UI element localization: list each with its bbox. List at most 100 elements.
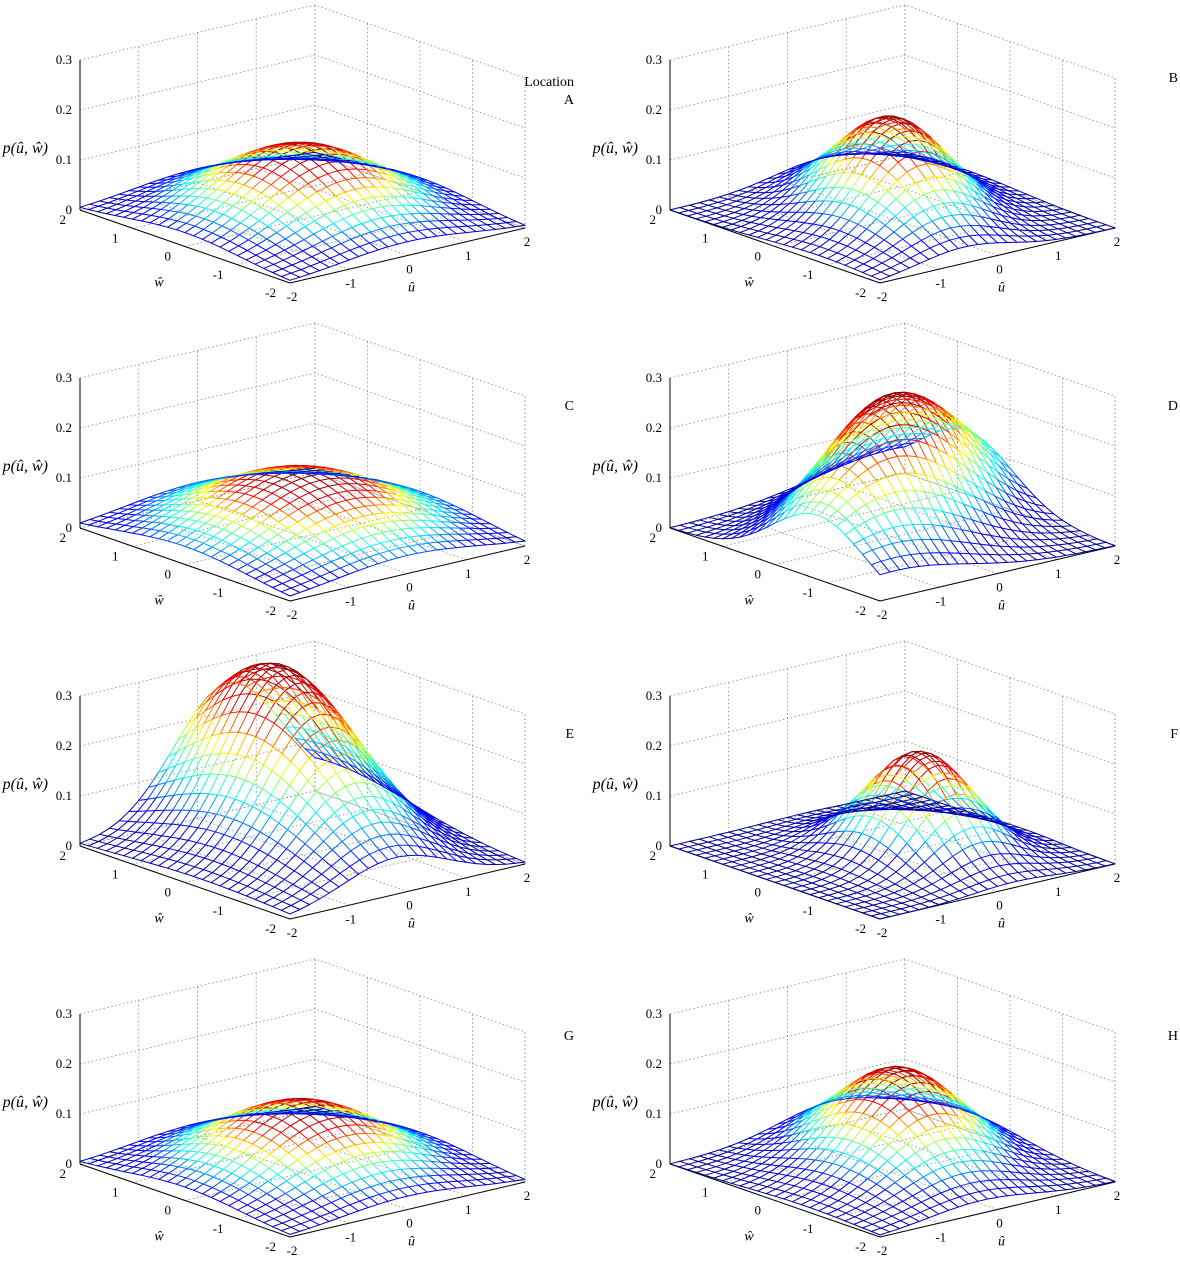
mesh-segment [269,509,281,517]
mesh-segment [795,211,806,223]
u-axis-label: û [998,281,1005,296]
mesh-segment [809,461,820,474]
panel-d: 0 0.1 0.2 0.3 -2 -1 0 1 2 -2 -1 0 1 2 p(û, ŵ) û ŵ D [590,318,1180,636]
mesh-segment [226,164,238,173]
mesh-segment [928,430,939,437]
wall-gridline [79,4,526,79]
mesh-segment [855,242,867,251]
mesh-segment [369,542,381,547]
mesh-segment [1006,196,1017,203]
mesh-segment [99,515,109,518]
mesh-segment [358,479,369,486]
mesh-segment [253,495,263,501]
mesh-segment [972,197,983,210]
mesh-segment [907,143,918,152]
mesh-segment [799,174,811,187]
mesh-segment [373,512,384,515]
mesh-segment [892,525,904,528]
mesh-segment [163,189,174,192]
mesh-segment [313,228,324,235]
mesh-segment [452,198,463,205]
mesh-segment [364,186,376,188]
mesh-segment [971,205,982,218]
mesh-segment [398,233,408,243]
mesh-segment [1061,525,1072,527]
mesh-segment [988,186,1000,190]
mesh-segment [844,264,855,270]
mesh-segment [736,200,746,204]
mesh-segment [398,231,409,235]
mesh-segment [182,493,193,500]
mesh-segment [193,168,205,174]
mesh-segment [186,213,197,217]
mesh-segment [800,473,812,484]
mesh-segment [945,467,956,487]
mesh-segment [669,209,680,214]
mesh-segment [359,559,369,568]
mesh-segment [724,525,735,531]
mesh-segment [864,253,874,260]
mesh-segment [876,476,887,482]
mesh-segment [275,470,287,473]
mesh-segment [364,505,374,515]
mesh-segment [288,468,300,470]
mesh-segment [254,165,264,169]
mesh-segment [233,510,244,515]
mesh-segment [1004,500,1016,506]
mesh-segment [882,252,893,259]
mesh-segment [771,196,782,206]
mesh-segment [497,218,507,224]
mesh-segment [964,426,976,435]
mesh-segment [1017,553,1029,555]
mesh-segment [1004,202,1014,210]
mesh-segment [425,186,435,193]
mesh-segment [326,506,336,515]
mesh-segment [128,190,139,192]
mesh-segment [792,168,804,178]
mesh-segment [362,526,372,536]
mesh-segment [1033,510,1044,520]
mesh-segment [387,488,398,492]
u-axis-line [289,545,526,602]
mesh-segment [305,465,316,468]
mesh-segment [258,535,269,542]
mesh-segment [776,172,787,179]
mesh-segment [887,161,899,173]
mesh-segment [286,225,296,234]
mesh-segment [887,439,899,443]
mesh-segment [870,560,882,566]
mesh-segment [316,510,327,520]
mesh-segment [195,207,207,217]
mesh-segment [830,476,840,481]
mesh-segment [190,491,202,499]
mesh-segment [981,442,991,455]
mesh-segment [453,194,465,197]
mesh-segment [1048,228,1059,231]
mesh-segment [987,242,998,244]
mesh-segment [325,513,336,520]
mesh-segment [784,230,796,238]
mesh-segment [255,563,267,570]
mesh-segment [372,522,383,525]
mesh-segment [324,525,335,532]
mesh-segment [108,511,119,514]
mesh-segment [506,536,517,539]
mesh-segment [415,183,427,188]
mesh-segment [900,402,912,404]
mesh-segment [351,541,362,551]
mesh-segment [314,151,325,156]
mesh-segment [416,181,428,185]
mesh-segment [177,211,188,215]
mesh-segment [375,496,385,506]
mesh-segment [715,212,726,217]
mesh-segment [294,546,305,555]
mesh-segment [1013,512,1024,517]
mesh-segment [814,187,826,202]
mesh-segment [819,453,831,465]
mesh-segment [858,416,869,425]
mesh-segment [1059,531,1071,534]
mesh-segment [89,519,99,522]
mesh-segment [162,504,174,511]
mesh-segment [901,395,912,404]
